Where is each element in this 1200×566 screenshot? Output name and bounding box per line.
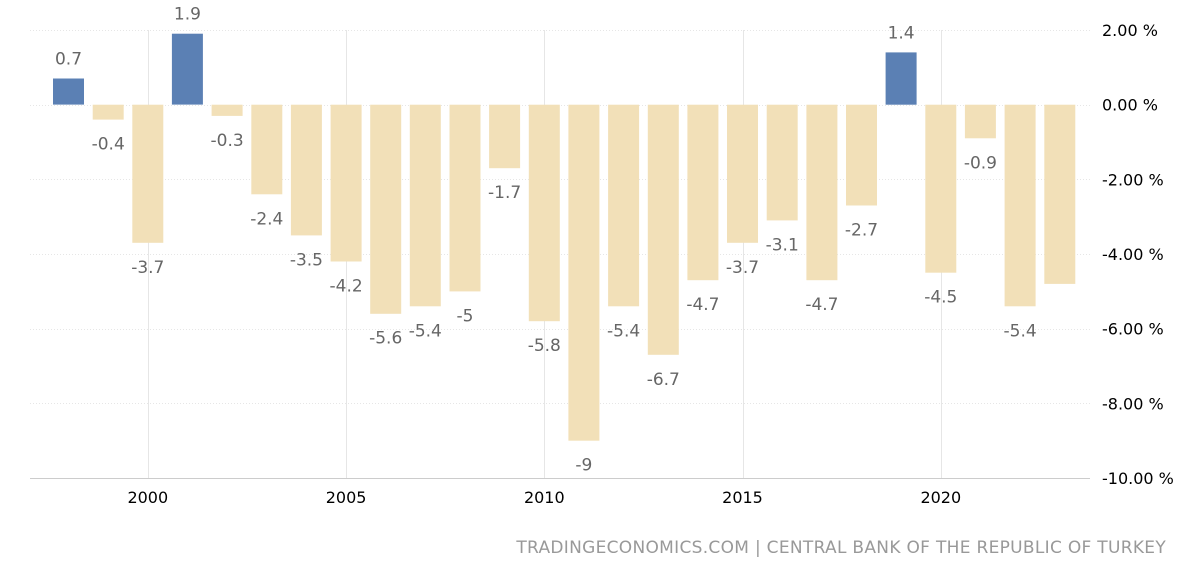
data-label-2019: 1.4	[888, 23, 915, 43]
data-label-2008: -5	[457, 306, 474, 326]
data-label-1998: 0.7	[55, 50, 82, 70]
data-label-2000: -3.7	[131, 258, 164, 278]
y-tick-label: -8.00 %	[1102, 394, 1164, 413]
data-label-2022: -5.4	[1004, 321, 1037, 341]
bar-2019	[885, 52, 917, 105]
bar-2011	[568, 104, 600, 441]
bar-2023	[1044, 104, 1076, 284]
data-label-2016: -3.1	[766, 235, 799, 255]
data-label-2006: -5.6	[369, 329, 402, 349]
bar-2021	[964, 104, 996, 139]
bar-2003	[251, 104, 283, 195]
data-label-2015: -3.7	[726, 258, 759, 278]
bar-2008	[449, 104, 481, 292]
bar-2017	[806, 104, 838, 281]
bar-2018	[846, 104, 877, 206]
y-axis: 2.00 % 0.00 % -2.00 % -4.00 % -6.00 % -8.00 %…	[1102, 21, 1174, 488]
data-label-2004: -3.5	[290, 250, 323, 270]
y-tick-label: 2.00 %	[1102, 21, 1158, 40]
bar-2013	[647, 104, 679, 355]
y-tick-label: -6.00 %	[1102, 320, 1164, 339]
bar-2022	[1004, 104, 1036, 307]
bar-2005	[330, 104, 362, 262]
y-tick-label: 0.00 %	[1102, 96, 1158, 115]
data-label-2021: -0.9	[964, 153, 997, 173]
bar-2010	[528, 104, 560, 322]
bar-2000	[132, 104, 164, 243]
data-label-2010: -5.8	[528, 336, 561, 356]
bar-2020	[925, 104, 957, 273]
data-label-2017: -4.7	[805, 295, 838, 315]
bar-2015	[727, 104, 758, 243]
bar-2014	[687, 104, 719, 281]
y-tick-label: -10.00 %	[1102, 469, 1174, 488]
bars	[53, 33, 1076, 441]
x-tick-label: 2005	[326, 488, 367, 507]
bar-1998	[53, 78, 84, 105]
data-label-2009: -1.7	[488, 183, 521, 203]
bar-2012	[608, 104, 640, 307]
data-label-2011: -9	[575, 456, 592, 476]
bar-2016	[766, 104, 798, 221]
bar-2007	[409, 104, 441, 307]
x-tick-label: 2010	[524, 488, 565, 507]
data-label-2020: -4.5	[924, 288, 957, 308]
source-attribution: TRADINGECONOMICS.COM | CENTRAL BANK OF T…	[516, 538, 1166, 558]
y-tick-label: -4.00 %	[1102, 245, 1164, 264]
data-label-2001: 1.9	[174, 5, 201, 25]
data-label-2002: -0.3	[211, 131, 244, 151]
data-labels: 0.7 -0.4 -3.7 1.9 -0.3 -2.4 -3.5 -4.2 -5.6 -5.4 -5…	[55, 5, 1037, 476]
x-tick-label: 2015	[722, 488, 763, 507]
y-tick-label: -2.00 %	[1102, 170, 1164, 189]
x-axis: 2000 2005 2010 2015 2020	[127, 488, 961, 507]
bar-1999	[92, 104, 124, 120]
data-label-2007: -5.4	[409, 321, 442, 341]
data-label-2003: -2.4	[250, 209, 283, 229]
bar-2004	[290, 104, 322, 236]
x-tick-label: 2000	[127, 488, 168, 507]
data-label-1999: -0.4	[92, 135, 125, 155]
bar-2009	[489, 104, 521, 169]
bar-2001	[171, 33, 203, 105]
data-label-2014: -4.7	[686, 295, 719, 315]
data-label-2013: -6.7	[647, 370, 680, 390]
data-label-2018: -2.7	[845, 221, 878, 241]
data-label-2005: -4.2	[330, 277, 363, 297]
x-tick-label: 2020	[920, 488, 961, 507]
bar-2002	[211, 104, 243, 116]
bar-2006	[370, 104, 402, 314]
data-label-2012: -5.4	[607, 321, 640, 341]
